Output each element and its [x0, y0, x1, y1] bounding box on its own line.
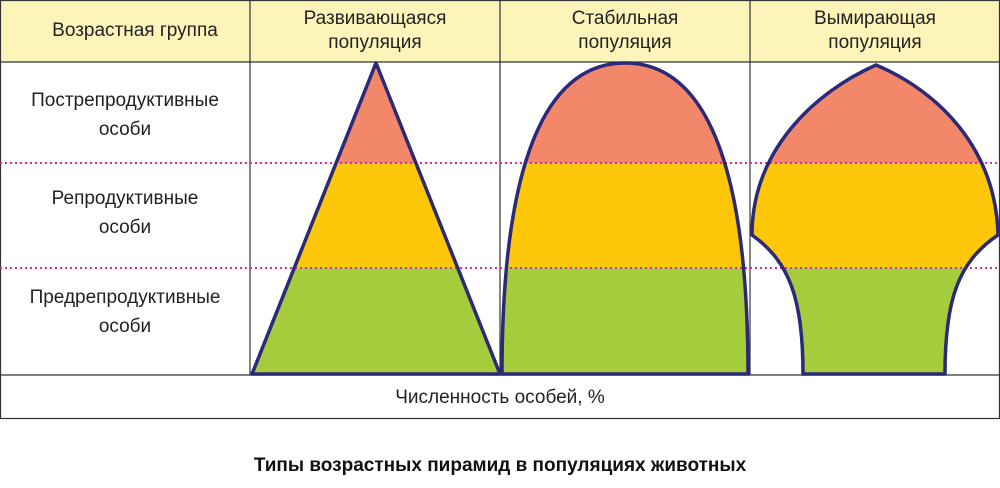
caption: Типы возрастных пирамид в популяциях жив…	[254, 455, 747, 476]
footer-label: Численность особей, %	[395, 387, 605, 408]
pyramid-outline	[750, 63, 1000, 376]
header-label: Вымирающая	[814, 8, 936, 29]
row-label: особи	[99, 217, 151, 238]
row-label: Репродуктивные	[52, 188, 199, 209]
pyramid-fill	[252, 63, 500, 374]
header-label: популяция	[328, 32, 421, 53]
pyramid-fill	[752, 65, 998, 374]
pyramid-fill	[502, 63, 748, 374]
row-label: особи	[99, 316, 151, 337]
header-label: популяция	[578, 32, 671, 53]
row-label: Предрепродуктивные	[30, 287, 221, 308]
header-label: Возрастная группа	[52, 20, 218, 41]
row-label: особи	[99, 119, 151, 140]
header-label: популяция	[828, 32, 921, 53]
header-label: Развивающаяся	[304, 8, 447, 29]
pyramid-outline	[250, 61, 502, 376]
row-label: Пострепродуктивные	[31, 90, 219, 111]
pyramid-outline	[500, 61, 750, 376]
header-label: Стабильная	[572, 8, 679, 29]
